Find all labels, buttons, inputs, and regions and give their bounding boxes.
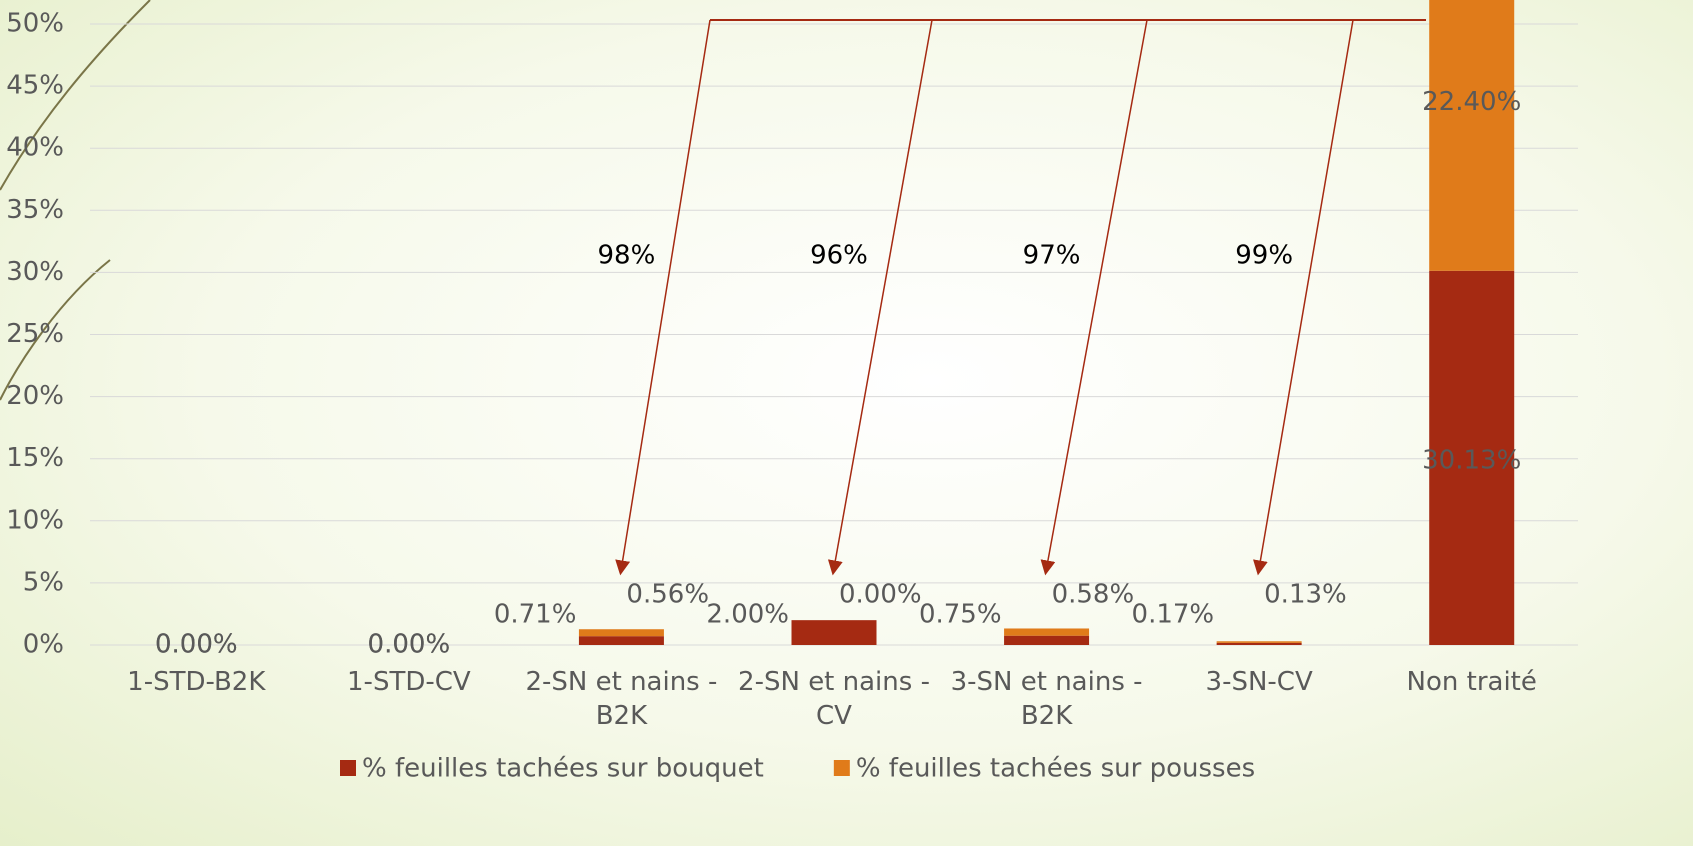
legend-label: % feuilles tachées sur pousses <box>856 754 1255 784</box>
y-tick-label: 50% <box>6 9 64 39</box>
bar-segment <box>578 629 664 637</box>
bar-segment <box>1216 642 1302 645</box>
value-label: 0.00% <box>368 630 451 660</box>
value-label: 0.17% <box>1132 600 1215 630</box>
value-label: 0.58% <box>1052 580 1135 610</box>
bar-segment <box>1004 635 1090 645</box>
y-tick-label: 20% <box>6 381 64 411</box>
value-label: 22.40% <box>1422 87 1521 117</box>
bar-segment <box>791 620 877 645</box>
value-label: 0.13% <box>1264 580 1347 610</box>
y-tick-label: 25% <box>6 319 64 349</box>
value-label: 0.75% <box>919 600 1002 630</box>
value-label: 0.00% <box>155 630 238 660</box>
x-tick-label: 1-STD-CV <box>347 667 471 697</box>
value-label: 2.00% <box>706 600 789 630</box>
y-tick-label: 40% <box>6 133 64 163</box>
value-label: 0.71% <box>494 600 577 630</box>
decor-curve <box>0 0 151 191</box>
y-tick-label: 15% <box>6 443 64 473</box>
arrow <box>615 19 711 576</box>
bar-segment <box>1216 641 1302 643</box>
arrow <box>827 19 933 576</box>
x-tick-label: 2-SN et nains - CV <box>738 667 930 731</box>
arrow <box>1253 19 1354 576</box>
legend-swatch <box>340 760 356 776</box>
value-label: 0.56% <box>626 580 709 610</box>
x-tick-label: Non traité <box>1406 667 1537 697</box>
y-tick-label: 0% <box>23 630 64 660</box>
y-tick-label: 30% <box>6 257 64 287</box>
bar-segment <box>1004 628 1090 636</box>
x-tick-label: 2-SN et nains - B2K <box>525 667 718 731</box>
x-tick-label: 3-SN-CV <box>1205 667 1313 697</box>
legend-label: % feuilles tachées sur bouquet <box>362 754 764 784</box>
legend-swatch <box>833 760 850 776</box>
bar-segment <box>578 636 664 645</box>
bar-segment <box>1429 0 1515 271</box>
value-label: 0.00% <box>155 630 238 660</box>
arrow <box>1040 19 1148 576</box>
value-label: 30.13% <box>1422 445 1521 475</box>
annotation: 98% <box>598 241 656 271</box>
annotation: 99% <box>1235 241 1293 271</box>
value-label: 0.00% <box>368 630 451 660</box>
value-label: 0.00% <box>839 580 922 610</box>
y-tick-label: 45% <box>6 71 64 101</box>
y-tick-label: 35% <box>6 195 64 225</box>
y-tick-label: 10% <box>6 505 64 535</box>
x-tick-label: 3-SN et nains - B2K <box>950 667 1143 731</box>
y-tick-label: 5% <box>23 567 64 597</box>
decor-curve <box>0 259 111 401</box>
x-tick-label: 1-STD-B2K <box>127 667 266 697</box>
annotation: 96% <box>810 241 868 271</box>
bar-segment <box>1429 270 1515 645</box>
annotation: 97% <box>1023 241 1081 271</box>
